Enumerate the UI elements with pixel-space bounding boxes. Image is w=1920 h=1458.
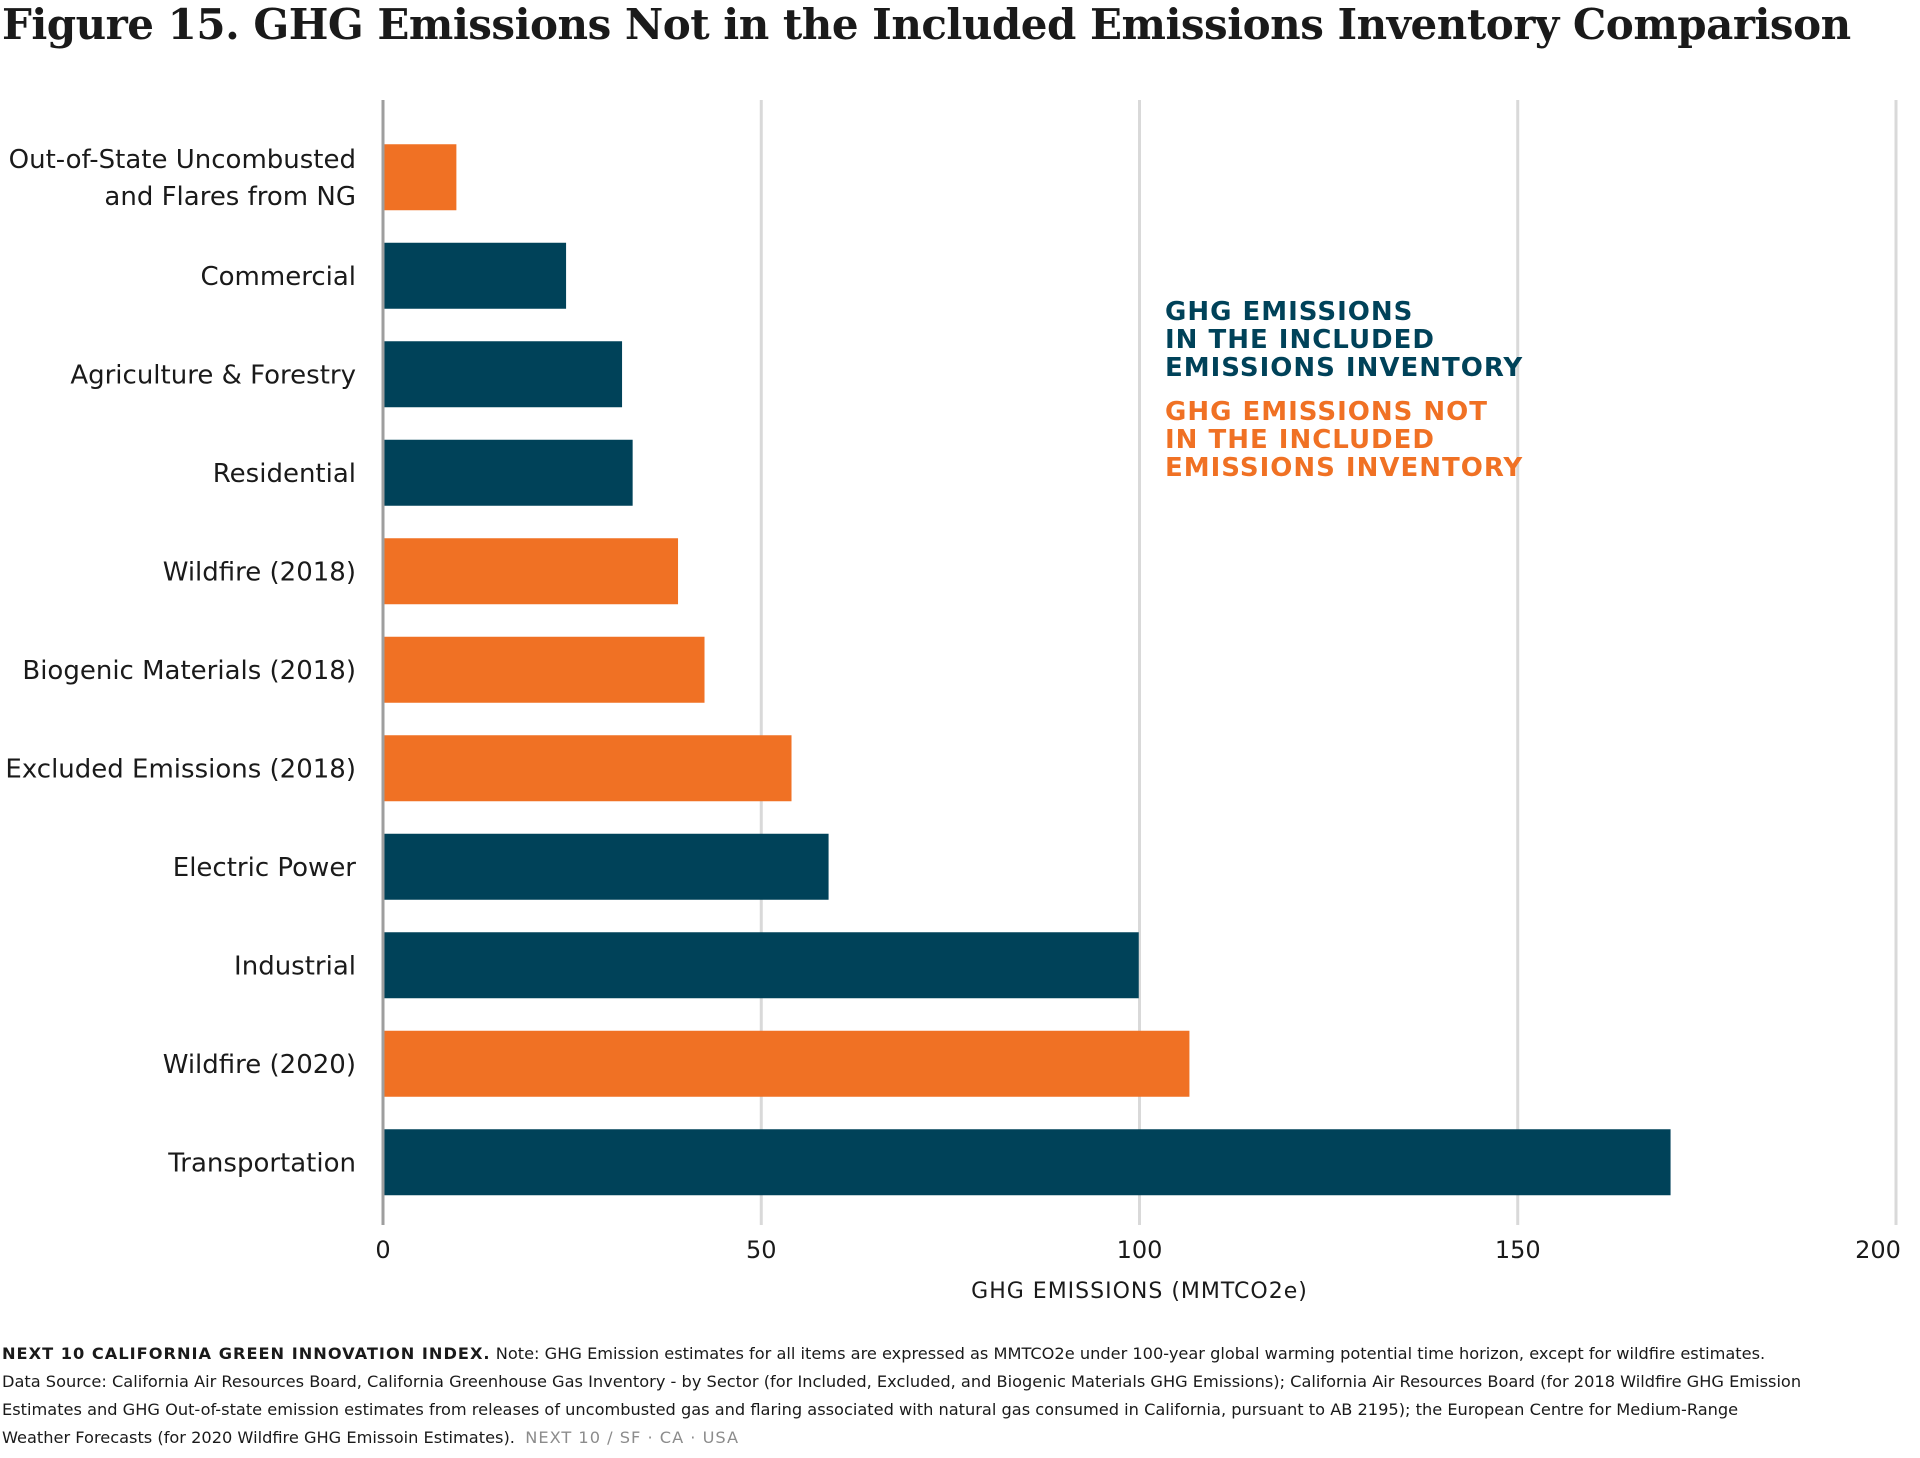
- footnote-line: Estimates and GHG Out-of-state emission …: [2, 1400, 1739, 1419]
- bar: [383, 538, 679, 605]
- footnote-brand: NEXT 10 / SF · CA · USA: [525, 1428, 740, 1447]
- legend-not-included-line: EMISSIONS INVENTORY: [1165, 453, 1524, 483]
- legend-included: GHG EMISSIONS IN THE INCLUDED EMISSIONS …: [1165, 298, 1525, 382]
- category-label: Electric Power: [173, 853, 357, 883]
- bar-chart: Out-of-State Uncombusted and Flares from …: [5, 100, 1901, 1304]
- x-tick-label: 0: [375, 1236, 390, 1264]
- bar: [383, 932, 1139, 999]
- x-axis-label: GHG EMISSIONS (MMTCO2e): [971, 1279, 1308, 1304]
- footnote-note: Note: GHG Emission estimates for all ite…: [490, 1344, 1766, 1363]
- category-label: Residential: [213, 459, 356, 489]
- legend-included-line: IN THE INCLUDED: [1165, 325, 1435, 355]
- category-label: Excluded Emissions (2018): [5, 754, 356, 784]
- category-label: Agriculture & Forestry: [70, 360, 356, 390]
- category-label: Out-of-State Uncombusted and Flares from …: [9, 145, 356, 212]
- bar: [383, 735, 792, 802]
- legend-not-included-line: IN THE INCLUDED: [1165, 425, 1435, 455]
- x-tick-label: 100: [1117, 1236, 1163, 1264]
- bars: [383, 144, 1671, 1196]
- footnote-line: Data Source: California Air Resources Bo…: [2, 1372, 1802, 1391]
- bar: [383, 636, 705, 703]
- category-label: Biogenic Materials (2018): [22, 656, 356, 686]
- legend-included-line: GHG EMISSIONS: [1165, 297, 1414, 327]
- bar: [383, 242, 567, 309]
- bar: [383, 144, 457, 211]
- legend-not-included: GHG EMISSIONS NOT IN THE INCLUDED EMISSI…: [1165, 398, 1525, 482]
- category-labels: Out-of-State Uncombusted and Flares from …: [5, 145, 356, 1179]
- bar: [383, 833, 829, 900]
- category-label: Transportation: [167, 1148, 356, 1178]
- category-label: Commercial: [200, 262, 356, 292]
- legend-not-included-line: GHG EMISSIONS NOT: [1165, 397, 1488, 427]
- chart-title: Figure 15. GHG Emissions Not in the Incl…: [2, 0, 1851, 49]
- bar: [383, 341, 623, 408]
- x-tick-label: 150: [1495, 1236, 1541, 1264]
- footnote: NEXT 10 CALIFORNIA GREEN INNOVATION INDE…: [2, 1340, 1912, 1452]
- x-tick-label: 50: [746, 1236, 777, 1264]
- bar: [383, 1030, 1190, 1097]
- bar: [383, 439, 633, 506]
- x-tick-labels: 0 50 100 150 200: [375, 1236, 1901, 1264]
- category-label: Wildfire (2020): [163, 1050, 356, 1080]
- category-label: Wildfire (2018): [163, 557, 356, 587]
- footnote-source-label: NEXT 10 CALIFORNIA GREEN INNOVATION INDE…: [2, 1344, 491, 1363]
- category-label: Industrial: [234, 951, 356, 981]
- legend-included-line: EMISSIONS INVENTORY: [1165, 353, 1524, 383]
- x-tick-label: 200: [1855, 1236, 1901, 1264]
- footnote-line: Weather Forecasts (for 2020 Wildfire GHG…: [2, 1428, 515, 1447]
- bar: [383, 1129, 1671, 1196]
